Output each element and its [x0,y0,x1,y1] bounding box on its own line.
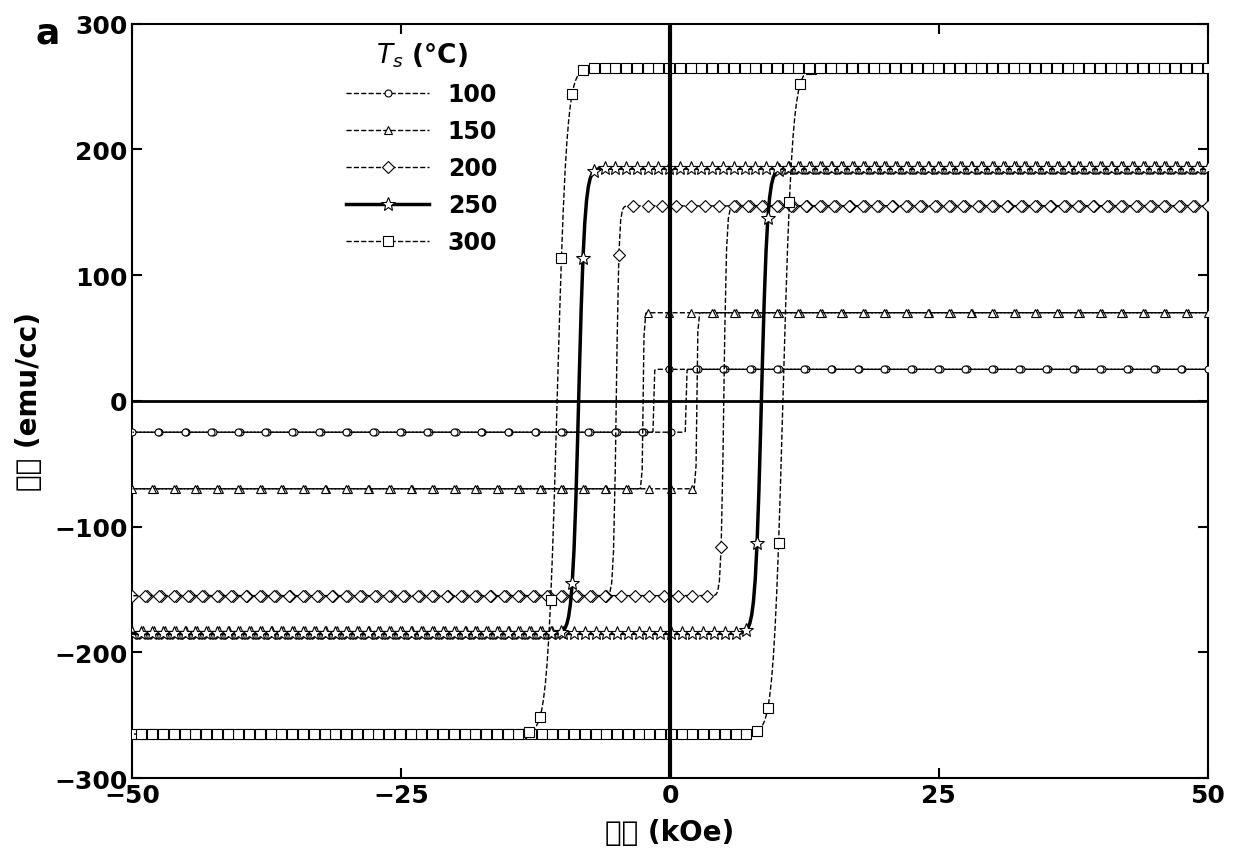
Y-axis label: 磁距 (emu/cc): 磁距 (emu/cc) [15,312,43,491]
Legend: 100, 150, 200, 250, 300: 100, 150, 200, 250, 300 [337,32,507,264]
Text: a: a [36,17,60,51]
X-axis label: 磁场 (kOe): 磁场 (kOe) [605,818,734,846]
